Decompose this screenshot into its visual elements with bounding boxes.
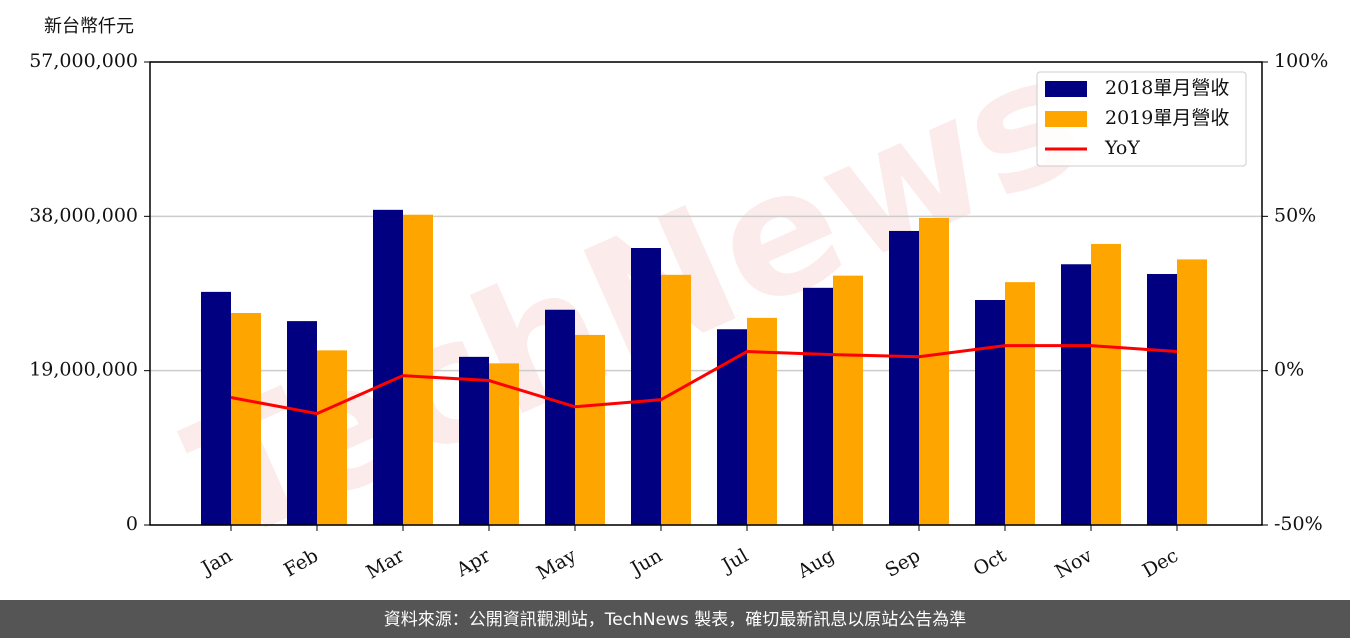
line: [230, 344, 1178, 416]
legend-box: [1036, 71, 1247, 167]
y2-tick-label: 0%: [1274, 359, 1304, 381]
bar: [489, 363, 519, 525]
bar: [919, 217, 949, 526]
x-tick-label: Jul: [717, 545, 752, 578]
bar: [317, 350, 347, 525]
plot-frame: [149, 61, 1263, 526]
bar: [975, 299, 1005, 525]
bar: [1147, 274, 1177, 525]
x-tick-label: Sep: [881, 545, 924, 582]
bar: [231, 312, 261, 525]
bar: [1005, 282, 1035, 525]
bar: [833, 275, 863, 525]
y2-tick-label: 50%: [1274, 204, 1316, 226]
x-tick-label: May: [533, 544, 580, 584]
x-tick-label: Dec: [1139, 545, 1182, 583]
bar: [459, 356, 489, 525]
y-tick-label: 0: [126, 513, 138, 535]
y-tick-label: 57,000,000: [29, 50, 138, 72]
y-axis-label: 新台幣仟元: [44, 16, 134, 37]
bar: [1091, 243, 1121, 526]
footer-text: 資料來源：公開資訊觀測站，TechNews 製表，確切最新訊息以原站公告為準: [384, 610, 966, 630]
x-tick-label: Apr: [452, 544, 495, 581]
bar: [889, 230, 919, 525]
bar: [373, 209, 403, 525]
legend-swatch: [1045, 81, 1087, 97]
bar: [201, 291, 231, 525]
legend-swatch: [1045, 111, 1087, 127]
bar: [631, 248, 661, 526]
bar: [1061, 264, 1091, 525]
bar: [717, 329, 747, 525]
x-tick-label: Aug: [793, 545, 838, 584]
bar: [661, 274, 691, 525]
legend-label: 2018單月營收: [1105, 77, 1229, 99]
bar: [545, 309, 575, 525]
bar: [747, 317, 777, 525]
x-tick-label: Oct: [970, 544, 1011, 580]
legend-label: 2019單月營收: [1105, 107, 1229, 129]
y-tick-label: 19,000,000: [29, 359, 138, 381]
y2-tick-label: 100%: [1274, 50, 1328, 72]
bar: [403, 214, 433, 525]
bar: [287, 321, 317, 525]
legend-label: YoY: [1104, 137, 1140, 159]
x-tick-label: Jun: [625, 545, 666, 581]
bar: [803, 287, 833, 525]
bar: [575, 334, 605, 525]
bar: [1177, 259, 1207, 525]
footer-bar: [0, 600, 1350, 638]
x-tick-label: Nov: [1051, 544, 1096, 583]
y-tick-label: 38,000,000: [29, 204, 138, 226]
y2-tick-label: -50%: [1274, 513, 1323, 535]
x-tick-label: Mar: [362, 544, 408, 583]
